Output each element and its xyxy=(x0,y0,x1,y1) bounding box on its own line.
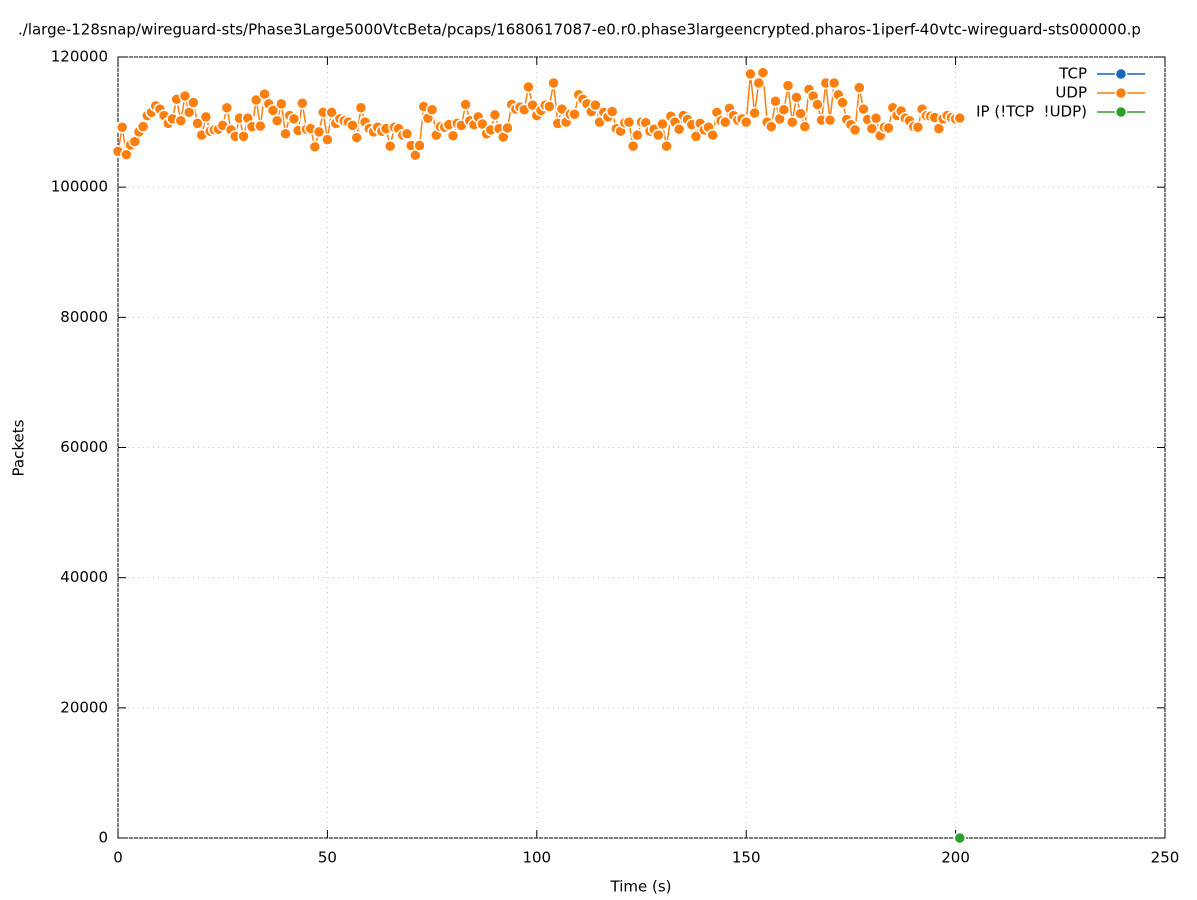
y-tick-label: 80000 xyxy=(60,308,108,326)
data-point xyxy=(605,105,619,118)
data-point xyxy=(626,139,640,153)
data-point xyxy=(325,106,338,119)
data-point xyxy=(425,103,439,116)
data-point xyxy=(191,117,204,130)
y-tick-label: 20000 xyxy=(60,698,108,716)
data-point xyxy=(400,127,414,141)
data-point xyxy=(911,121,925,134)
data-point xyxy=(501,121,514,135)
data-point xyxy=(459,98,472,111)
legend-label: TCP xyxy=(1058,65,1087,83)
data-point xyxy=(777,103,791,116)
data-point xyxy=(266,104,280,117)
data-point xyxy=(836,96,849,109)
data-point xyxy=(312,125,326,139)
y-axis-label: Packets xyxy=(10,419,28,476)
x-tick-label: 150 xyxy=(732,849,761,867)
data-point xyxy=(660,139,673,153)
data-point xyxy=(543,100,556,113)
data-point xyxy=(350,131,363,144)
data-point xyxy=(719,115,732,129)
data-point xyxy=(706,128,719,142)
data-point xyxy=(237,130,250,143)
data-point xyxy=(199,110,213,124)
data-point xyxy=(446,129,460,143)
plot-frame xyxy=(117,56,1166,839)
data-point xyxy=(249,93,263,107)
x-tick-label: 0 xyxy=(113,849,123,867)
data-point xyxy=(827,76,841,90)
data-point xyxy=(178,89,192,103)
data-point xyxy=(739,115,753,129)
data-point xyxy=(798,120,812,133)
x-tick-label: 250 xyxy=(1151,849,1180,867)
x-axis-label: Time (s) xyxy=(610,878,672,896)
data-point xyxy=(354,101,368,115)
data-point xyxy=(321,133,334,146)
data-point xyxy=(865,122,879,135)
data-point xyxy=(413,139,426,152)
data-point xyxy=(857,102,870,116)
y-tick-label: 60000 xyxy=(60,438,108,456)
data-point xyxy=(781,79,795,92)
data-point xyxy=(296,96,309,110)
legend-marker xyxy=(1114,105,1128,119)
data-point xyxy=(756,66,770,79)
data-point xyxy=(383,139,397,153)
data-point xyxy=(589,98,602,112)
legend-marker xyxy=(1114,67,1128,81)
data-point xyxy=(622,115,636,129)
x-tick-label: 100 xyxy=(522,849,551,867)
data-point xyxy=(656,117,669,131)
data-point xyxy=(882,121,895,135)
data-point xyxy=(254,119,267,133)
data-point xyxy=(953,111,967,125)
data-point xyxy=(848,123,862,137)
data-point xyxy=(765,120,778,133)
data-point xyxy=(547,76,560,90)
data-point xyxy=(823,113,837,127)
legend-label: IP (!TCP !UDP) xyxy=(976,103,1087,121)
x-tick-label: 50 xyxy=(318,849,337,867)
y-tick-label: 100000 xyxy=(51,178,108,196)
data-point xyxy=(811,98,824,111)
data-point xyxy=(652,128,665,142)
y-tick-label: 120000 xyxy=(51,48,108,66)
data-point xyxy=(794,107,807,120)
data-point xyxy=(187,96,200,109)
y-tick-label: 0 xyxy=(98,829,108,847)
data-point xyxy=(853,81,866,94)
data-point xyxy=(953,831,967,845)
data-point xyxy=(270,114,284,128)
data-point xyxy=(752,76,766,90)
data-point xyxy=(786,115,799,129)
data-point xyxy=(744,67,757,81)
y-tick-label: 40000 xyxy=(60,568,108,586)
legend-marker xyxy=(1114,86,1128,100)
data-point xyxy=(869,111,883,125)
data-point xyxy=(672,122,686,136)
legend-label: UDP xyxy=(1055,84,1087,102)
data-point xyxy=(308,140,322,154)
data-point xyxy=(568,108,581,121)
x-tick-label: 200 xyxy=(941,849,970,867)
chart-title: ./large-128snap/wireguard-sts/Phase3Larg… xyxy=(18,21,1141,39)
data-point xyxy=(275,97,288,111)
data-point xyxy=(174,114,188,128)
data-point xyxy=(631,128,644,142)
data-point xyxy=(279,127,292,141)
data-point xyxy=(220,101,234,115)
data-point xyxy=(136,120,150,133)
data-point xyxy=(689,130,703,143)
data-point xyxy=(790,91,803,104)
data-point xyxy=(522,80,535,94)
data-point xyxy=(287,112,301,126)
data-point xyxy=(346,119,359,132)
data-point xyxy=(748,106,761,120)
data-point xyxy=(115,121,129,134)
data-point xyxy=(488,108,502,122)
data-point xyxy=(769,95,782,108)
